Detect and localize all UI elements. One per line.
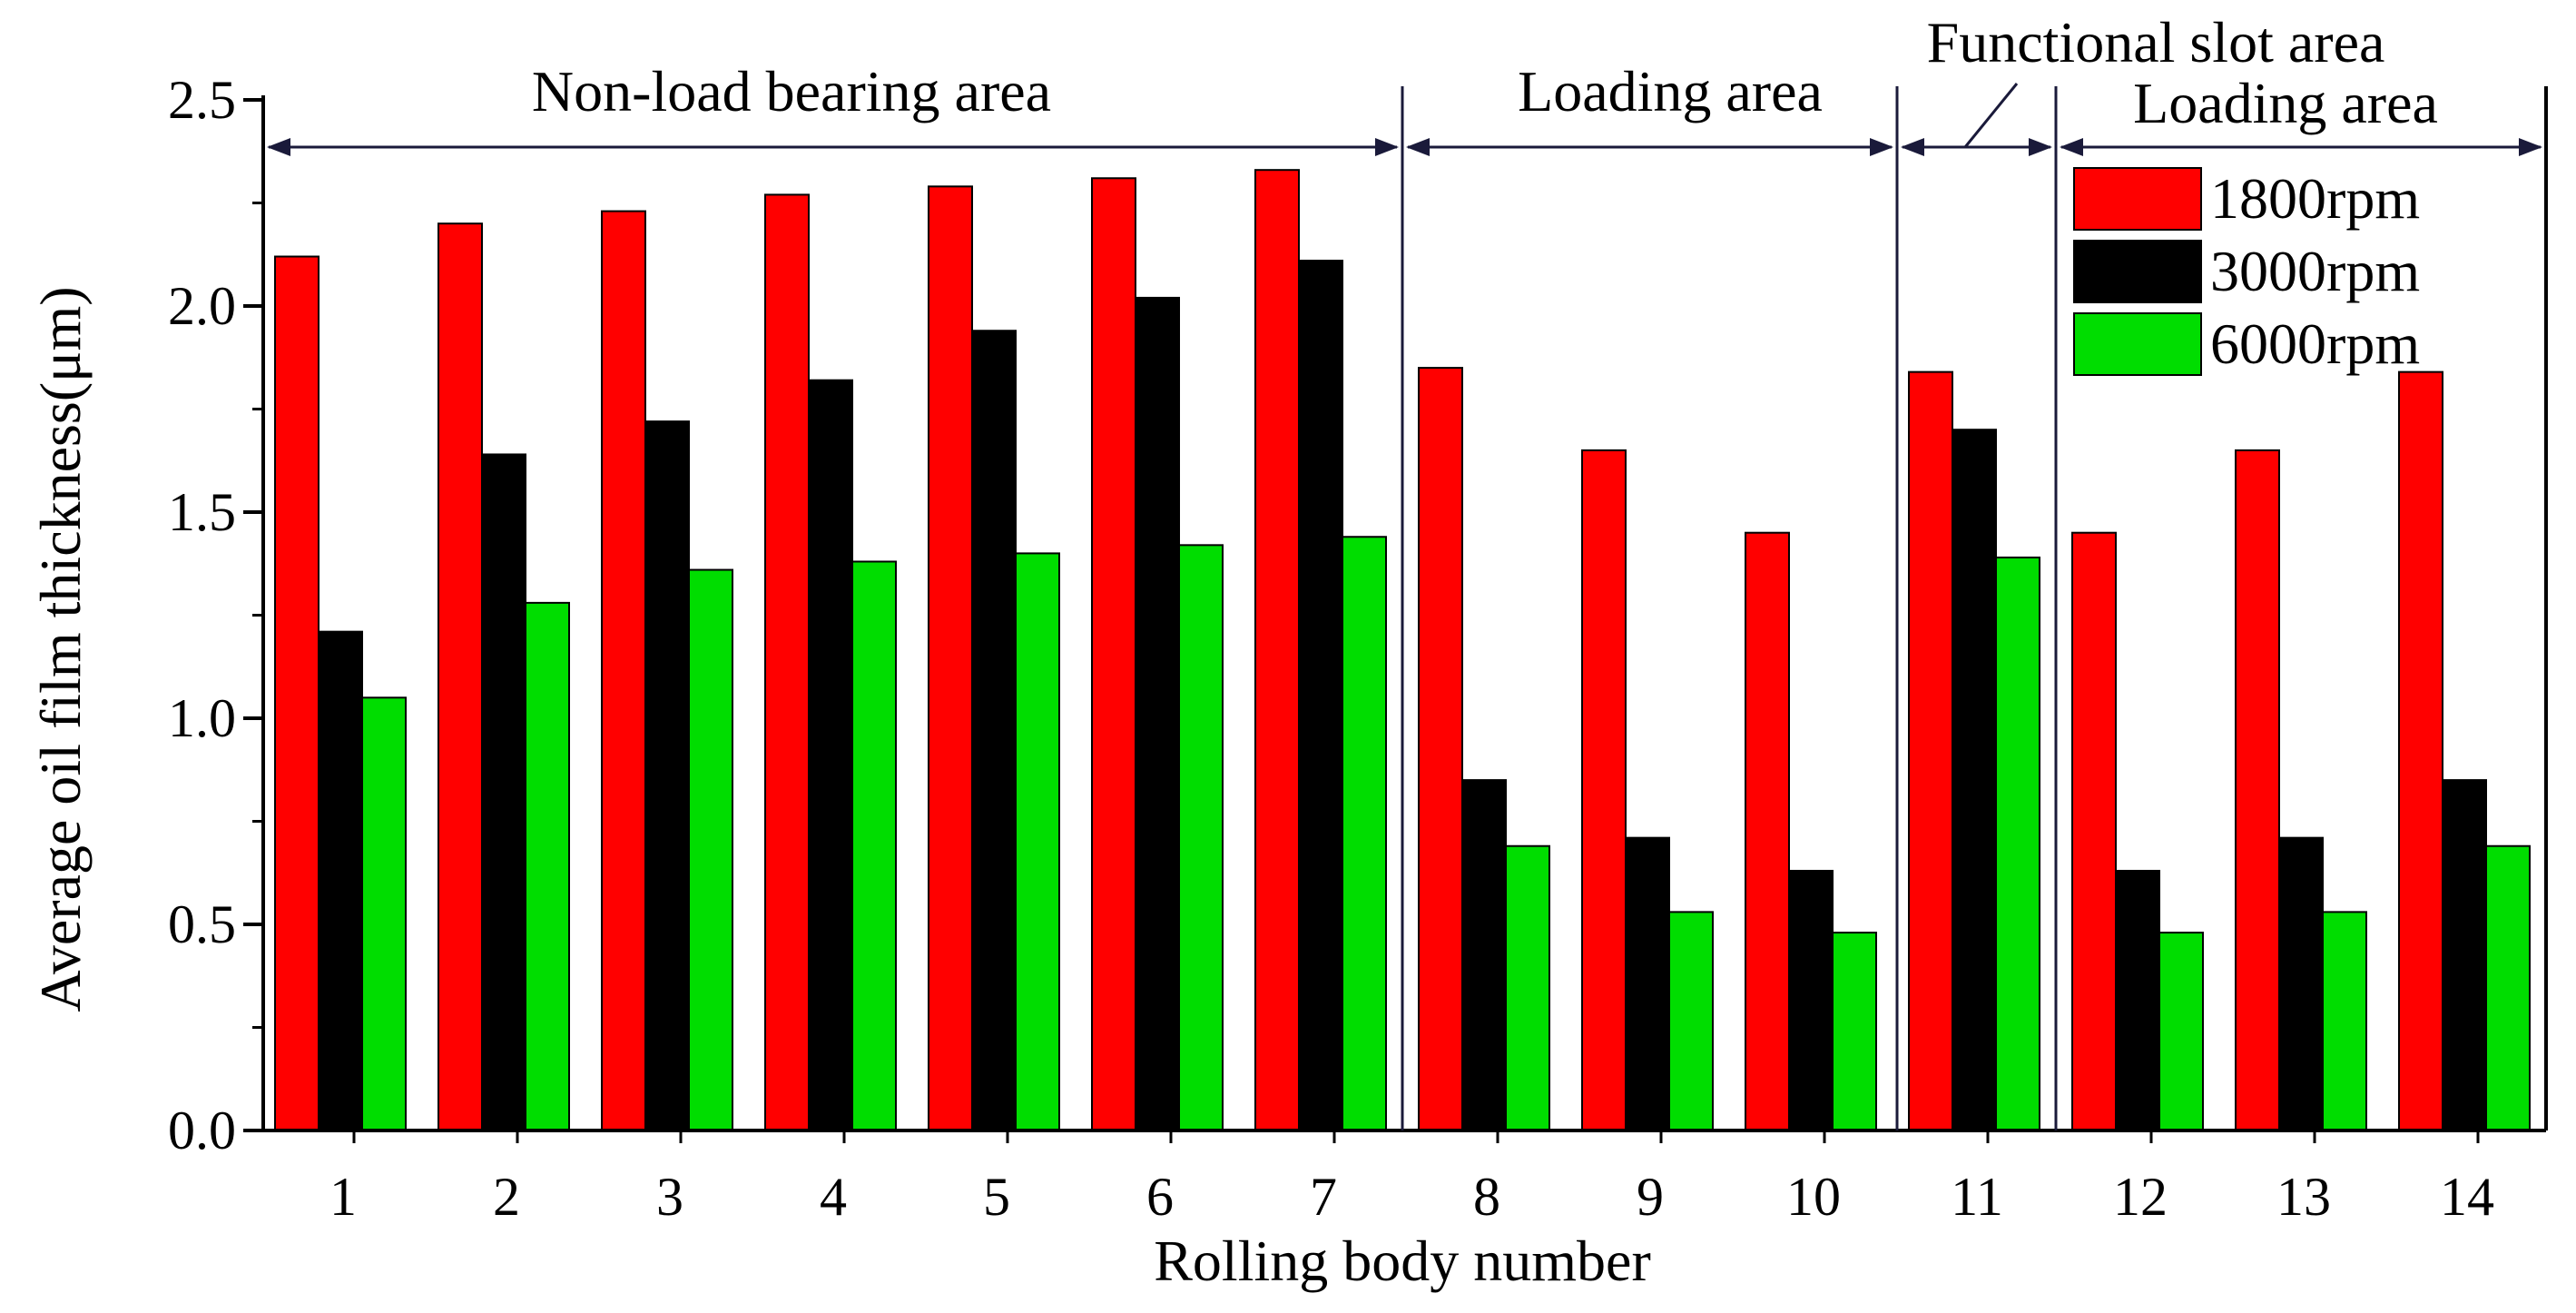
legend-label-6000rpm: 6000rpm [2210, 311, 2420, 376]
region-leader-line [1963, 83, 2019, 148]
legend-swatch-1800rpm [2073, 167, 2202, 231]
y-tick-label: 1.5 [168, 482, 236, 542]
region-arrowhead-left [2060, 138, 2083, 156]
bar-3000rpm-2 [481, 453, 526, 1131]
bar-6000rpm-5 [1015, 552, 1060, 1131]
bar-3000rpm-6 [1135, 296, 1180, 1132]
y-tick-label: 0.5 [168, 894, 236, 954]
bar-1800rpm-3 [601, 210, 646, 1131]
region-label: Functional slot area [1927, 10, 2385, 74]
legend-swatch-6000rpm [2073, 312, 2202, 376]
bar-6000rpm-3 [688, 568, 733, 1131]
bar-6000rpm-4 [851, 560, 897, 1131]
region-label: Loading area [1518, 59, 1823, 123]
x-tick-label: 12 [2113, 1167, 2168, 1227]
region-arrowhead-right [2519, 138, 2542, 156]
bar-6000rpm-10 [1832, 932, 1877, 1131]
bar-6000rpm-9 [1668, 911, 1714, 1131]
x-tick-label: 1 [329, 1167, 357, 1227]
legend-label-3000rpm: 3000rpm [2210, 239, 2420, 303]
bar-1800rpm-7 [1254, 169, 1300, 1131]
x-tick-label: 14 [2440, 1167, 2494, 1227]
bar-1800rpm-2 [438, 222, 483, 1131]
x-tick-label: 4 [820, 1167, 847, 1227]
bar-1800rpm-6 [1091, 177, 1136, 1131]
bar-3000rpm-13 [2278, 836, 2324, 1131]
bar-3000rpm-9 [1625, 836, 1670, 1131]
bar-1800rpm-10 [1745, 531, 1790, 1131]
x-tick-label: 9 [1637, 1167, 1664, 1227]
bar-3000rpm-11 [1952, 429, 1997, 1131]
region-arrowhead-right [1375, 138, 1399, 156]
region-arrowhead-left [267, 138, 290, 156]
bar-3000rpm-5 [971, 330, 1017, 1131]
x-tick-label: 5 [983, 1167, 1010, 1227]
region-arrowhead-right [1870, 138, 1893, 156]
x-tick-label: 10 [1786, 1167, 1841, 1227]
legend-swatch-3000rpm [2073, 240, 2202, 303]
bar-1800rpm-9 [1581, 449, 1627, 1131]
bar-3000rpm-10 [1788, 869, 1834, 1131]
bar-3000rpm-4 [808, 379, 853, 1132]
region-arrowhead-left [1406, 138, 1430, 156]
bar-1800rpm-11 [1908, 370, 1953, 1131]
x-tick-label: 8 [1473, 1167, 1500, 1227]
bar-1800rpm-13 [2235, 449, 2280, 1131]
y-tick-label: 2.5 [168, 70, 236, 130]
bar-6000rpm-14 [2485, 844, 2531, 1131]
bar-3000rpm-14 [2442, 779, 2487, 1131]
bar-6000rpm-6 [1178, 544, 1224, 1131]
y-tick-label: 1.0 [168, 688, 236, 748]
bar-6000rpm-2 [525, 601, 570, 1131]
bar-1800rpm-4 [764, 193, 810, 1131]
bar-3000rpm-3 [644, 420, 690, 1131]
bar-6000rpm-11 [1995, 556, 2040, 1131]
bar-6000rpm-12 [2158, 932, 2204, 1131]
y-tick-label: 0.0 [168, 1101, 236, 1160]
y-tick-label: 2.0 [168, 276, 236, 336]
x-tick-label: 6 [1146, 1167, 1174, 1227]
bar-3000rpm-1 [318, 630, 363, 1131]
region-label: Non-load bearing area [532, 59, 1051, 123]
region-label: Loading area [2133, 71, 2438, 135]
region-arrowhead-right [2029, 138, 2052, 156]
bar-3000rpm-7 [1298, 260, 1343, 1131]
x-tick-label: 13 [2276, 1167, 2331, 1227]
bar-3000rpm-12 [2115, 869, 2160, 1131]
x-tick-label: 3 [656, 1167, 683, 1227]
bar-1800rpm-12 [2071, 531, 2117, 1131]
y-axis-label: Average oil film thickness(μm) [28, 286, 93, 1012]
bar-1800rpm-14 [2398, 370, 2443, 1131]
bar-1800rpm-5 [928, 185, 973, 1132]
bar-1800rpm-1 [274, 255, 320, 1131]
x-axis-label: Rolling body number [1154, 1229, 1651, 1293]
bar-6000rpm-1 [361, 696, 407, 1131]
x-tick-label: 7 [1310, 1167, 1337, 1227]
x-tick-label: 11 [1951, 1167, 2003, 1227]
bar-1800rpm-8 [1418, 367, 1463, 1132]
bar-3000rpm-8 [1461, 779, 1507, 1131]
legend-label-1800rpm: 1800rpm [2210, 166, 2420, 231]
bar-6000rpm-7 [1342, 536, 1387, 1131]
bar-6000rpm-8 [1505, 844, 1550, 1131]
region-arrowhead-left [1901, 138, 1924, 156]
bar-6000rpm-13 [2322, 911, 2367, 1131]
x-tick-label: 2 [493, 1167, 520, 1227]
